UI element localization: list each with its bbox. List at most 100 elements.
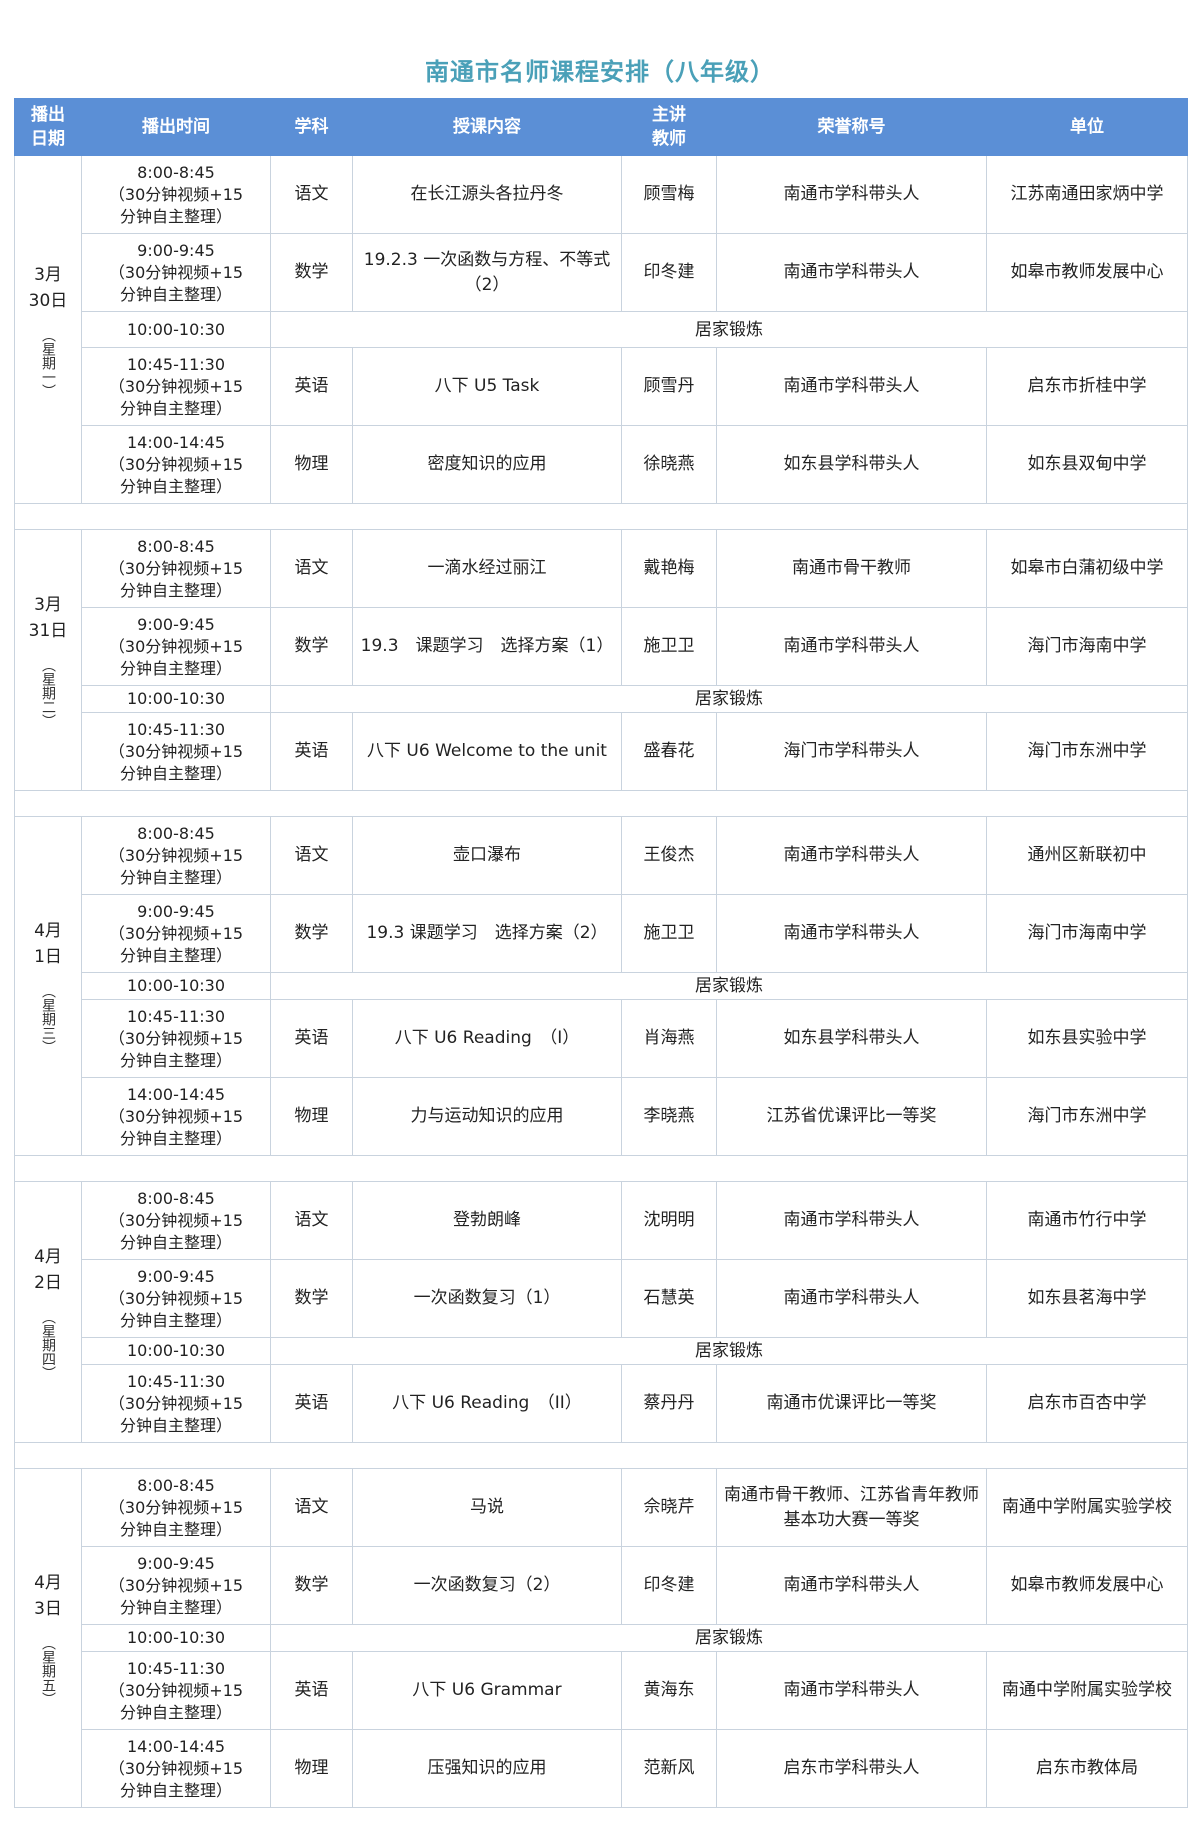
subject-cell: 物理 xyxy=(270,1077,353,1156)
content-cell: 在长江源头各拉丹冬 xyxy=(352,155,622,234)
unit-cell: 南通中学附属实验学校 xyxy=(986,1468,1188,1547)
time-cell: 10:45-11:30 （30分钟视频+15 分钟自主整理） xyxy=(81,1651,271,1730)
content-cell: 一次函数复习（1） xyxy=(352,1259,622,1338)
content-cell: 登勃朗峰 xyxy=(352,1181,622,1260)
honor-cell: 南通市骨干教师、江苏省青年教师基本功大赛一等奖 xyxy=(716,1468,987,1547)
weekday-label: （星期三） xyxy=(40,984,56,1054)
time-cell: 14:00-14:45 （30分钟视频+15 分钟自主整理） xyxy=(81,425,271,504)
teacher-cell: 印冬建 xyxy=(621,233,717,312)
teacher-cell: 施卫卫 xyxy=(621,607,717,686)
subject-cell: 英语 xyxy=(270,999,353,1078)
header-teacher: 主讲 教师 xyxy=(621,98,717,156)
honor-cell: 江苏省优课评比一等奖 xyxy=(716,1077,987,1156)
unit-cell: 海门市东洲中学 xyxy=(986,1077,1188,1156)
time-cell: 10:00-10:30 xyxy=(81,311,271,348)
day-spacer-row xyxy=(14,1442,1188,1469)
unit-cell: 如皋市教师发展中心 xyxy=(986,233,1188,312)
exercise-row: 10:00-10:30 居家锻炼 xyxy=(15,1624,1188,1652)
unit-cell: 江苏南通田家炳中学 xyxy=(986,155,1188,234)
date-cell: 4月 2日 （星期四） xyxy=(14,1181,82,1443)
lesson-row: 10:45-11:30 （30分钟视频+15 分钟自主整理） 英语 八下 U6 We… xyxy=(15,712,1188,791)
teacher-cell: 黄海东 xyxy=(621,1651,717,1730)
lesson-row: 14:00-14:45 （30分钟视频+15 分钟自主整理） 物理 密度知识的应用徐… xyxy=(15,425,1188,504)
teacher-cell: 李晓燕 xyxy=(621,1077,717,1156)
subject-cell: 数学 xyxy=(270,1259,353,1338)
teacher-cell: 施卫卫 xyxy=(621,894,717,973)
lesson-row: 9:00-9:45 （30分钟视频+15 分钟自主整理） 数学 19.2.3 一次函… xyxy=(15,233,1188,312)
honor-cell: 海门市学科带头人 xyxy=(716,712,987,791)
time-cell: 8:00-8:45 （30分钟视频+15 分钟自主整理） xyxy=(81,1181,271,1260)
content-cell: 八下 U6 Grammar xyxy=(352,1651,622,1730)
unit-cell: 如皋市白蒲初级中学 xyxy=(986,529,1188,608)
page-title: 南通市名师课程安排（八年级） xyxy=(425,58,775,86)
date-cell: 4月 3日 （星期五） xyxy=(14,1468,82,1808)
weekday-label: （星期二） xyxy=(40,658,56,728)
day-spacer-row xyxy=(14,503,1188,530)
exercise-cell: 居家锻炼 xyxy=(270,685,1188,713)
time-cell: 14:00-14:45 （30分钟视频+15 分钟自主整理） xyxy=(81,1729,271,1808)
subject-cell: 英语 xyxy=(270,1651,353,1730)
subject-cell: 英语 xyxy=(270,712,353,791)
header-subject: 学科 xyxy=(270,98,353,156)
date-cell: 3月 31日 （星期二） xyxy=(14,529,82,791)
date-label: 4月 1日 xyxy=(34,921,62,967)
header-row: 播出 日期 播出时间 学科 授课内容 主讲 教师 荣誉称号 单位 xyxy=(14,98,1188,156)
unit-cell: 如东县双甸中学 xyxy=(986,425,1188,504)
header-content: 授课内容 xyxy=(352,98,622,156)
lesson-row: 14:00-14:45 （30分钟视频+15 分钟自主整理） 物理 力与运动知识的应… xyxy=(15,1077,1188,1156)
date-label: 4月 3日 xyxy=(34,1573,62,1619)
honor-cell: 如东县学科带头人 xyxy=(716,425,987,504)
content-cell: 八下 U5 Task xyxy=(352,347,622,426)
subject-cell: 数学 xyxy=(270,1546,353,1625)
teacher-cell: 沈明明 xyxy=(621,1181,717,1260)
header-unit: 单位 xyxy=(986,98,1188,156)
subject-cell: 语文 xyxy=(270,155,353,234)
teacher-cell: 顾雪丹 xyxy=(621,347,717,426)
date-cell: 3月 30日 （星期一） xyxy=(14,155,82,504)
honor-cell: 南通市学科带头人 xyxy=(716,607,987,686)
content-cell: 马说 xyxy=(352,1468,622,1547)
unit-cell: 南通中学附属实验学校 xyxy=(986,1651,1188,1730)
unit-cell: 海门市海南中学 xyxy=(986,607,1188,686)
teacher-cell: 印冬建 xyxy=(621,1546,717,1625)
lesson-row: 4月 1日 （星期三） 8:00-8:45 （30分钟视频+15 分钟自主整理） 语文… xyxy=(14,816,1188,1156)
content-cell: 一次函数复习（2） xyxy=(352,1546,622,1625)
lesson-row: 3月 31日 （星期二） 8:00-8:45 （30分钟视频+15 分钟自主整理）语… xyxy=(14,529,1188,791)
header-date: 播出 日期 xyxy=(14,98,82,156)
subject-cell: 数学 xyxy=(270,233,353,312)
content-cell: 八下 U6 Welcome to the unit xyxy=(352,712,622,791)
lesson-row: 10:45-11:30 （30分钟视频+15 分钟自主整理） 英语 八下 U6 Re… xyxy=(15,1364,1188,1443)
date-label: 3月 30日 xyxy=(28,264,68,311)
date-label: 4月 2日 xyxy=(34,1247,62,1293)
content-cell: 密度知识的应用 xyxy=(352,425,622,504)
content-cell: 19.3 课题学习 选择方案（1） xyxy=(352,607,622,686)
subject-cell: 语文 xyxy=(270,816,353,895)
subject-cell: 语文 xyxy=(270,529,353,608)
time-cell: 10:45-11:30 （30分钟视频+15 分钟自主整理） xyxy=(81,712,271,791)
lesson-row: 4月 3日 （星期五） 8:00-8:45 （30分钟视频+15 分钟自主整理） 语文… xyxy=(14,1468,1188,1808)
exercise-cell: 居家锻炼 xyxy=(270,311,1188,348)
unit-cell: 如皋市教师发展中心 xyxy=(986,1546,1188,1625)
weekday-label: （星期五） xyxy=(40,1636,56,1706)
teacher-cell: 肖海燕 xyxy=(621,999,717,1078)
subject-cell: 数学 xyxy=(270,607,353,686)
lesson-row: 14:00-14:45 （30分钟视频+15 分钟自主整理） 物理 压强知识的应用范… xyxy=(15,1729,1188,1808)
honor-cell: 南通市学科带头人 xyxy=(716,894,987,973)
unit-cell: 海门市海南中学 xyxy=(986,894,1188,973)
subject-cell: 语文 xyxy=(270,1468,353,1547)
subject-cell: 数学 xyxy=(270,894,353,973)
teacher-cell: 佘晓芹 xyxy=(621,1468,717,1547)
honor-cell: 南通市骨干教师 xyxy=(716,529,987,608)
content-cell: 八下 U6 Reading （I） xyxy=(352,999,622,1078)
subject-cell: 英语 xyxy=(270,347,353,426)
spacer-cell xyxy=(14,503,1188,530)
date-label: 3月 31日 xyxy=(28,595,68,641)
time-cell: 10:45-11:30 （30分钟视频+15 分钟自主整理） xyxy=(81,1364,271,1443)
honor-cell: 南通市学科带头人 xyxy=(716,155,987,234)
lesson-row: 9:00-9:45 （30分钟视频+15 分钟自主整理） 数学 一次函数复习（2）印… xyxy=(15,1546,1188,1625)
time-cell: 9:00-9:45 （30分钟视频+15 分钟自主整理） xyxy=(81,233,271,312)
unit-cell: 启东市教体局 xyxy=(986,1729,1188,1808)
honor-cell: 如东县学科带头人 xyxy=(716,999,987,1078)
exercise-cell: 居家锻炼 xyxy=(270,1624,1188,1652)
lesson-row: 4月 2日 （星期四） 8:00-8:45 （30分钟视频+15 分钟自主整理） 语文… xyxy=(14,1181,1188,1443)
